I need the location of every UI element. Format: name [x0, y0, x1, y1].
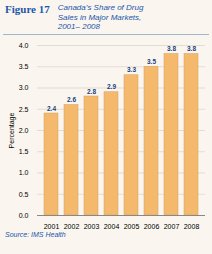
svg-text:1.0: 1.0: [19, 169, 29, 176]
svg-text:2.4: 2.4: [47, 104, 56, 111]
svg-text:2008: 2008: [184, 223, 200, 230]
svg-text:2006: 2006: [144, 223, 160, 230]
svg-text:0.5: 0.5: [19, 190, 29, 197]
html-text:Canada’s Share of Drug Sales i: Canada’s Share of Drug Sales in Major Ma…: [57, 3, 144, 32]
svg-text:2.5: 2.5: [19, 105, 29, 112]
svg-text:2.6: 2.6: [67, 96, 76, 103]
svg-text:3.3: 3.3: [127, 66, 136, 73]
svg-text:0.0: 0.0: [19, 212, 29, 219]
svg-text:2005: 2005: [124, 223, 140, 230]
svg-text:3.0: 3.0: [19, 84, 29, 91]
svg-text:2007: 2007: [164, 223, 180, 230]
svg-text:2.8: 2.8: [87, 87, 96, 94]
svg-text:1.5: 1.5: [19, 148, 29, 155]
svg-text:3.5: 3.5: [19, 63, 29, 70]
svg-text:3.8: 3.8: [187, 45, 196, 52]
svg-text:2.9: 2.9: [107, 83, 116, 90]
svg-text:Percentage: Percentage: [8, 112, 16, 148]
svg-text:2003: 2003: [84, 223, 100, 230]
svg-text:4.0: 4.0: [19, 42, 29, 49]
svg-text:3.5: 3.5: [147, 58, 156, 65]
html-text:Source: IMS Health: Source: IMS Health: [5, 230, 66, 238]
html-text:Figure 17: Figure 17: [5, 3, 50, 15]
svg-text:3.8: 3.8: [167, 45, 176, 52]
svg-text:2001: 2001: [44, 223, 60, 230]
svg-text:2.0: 2.0: [19, 127, 29, 134]
svg-text:2002: 2002: [64, 223, 80, 230]
svg-text:2004: 2004: [104, 223, 120, 230]
